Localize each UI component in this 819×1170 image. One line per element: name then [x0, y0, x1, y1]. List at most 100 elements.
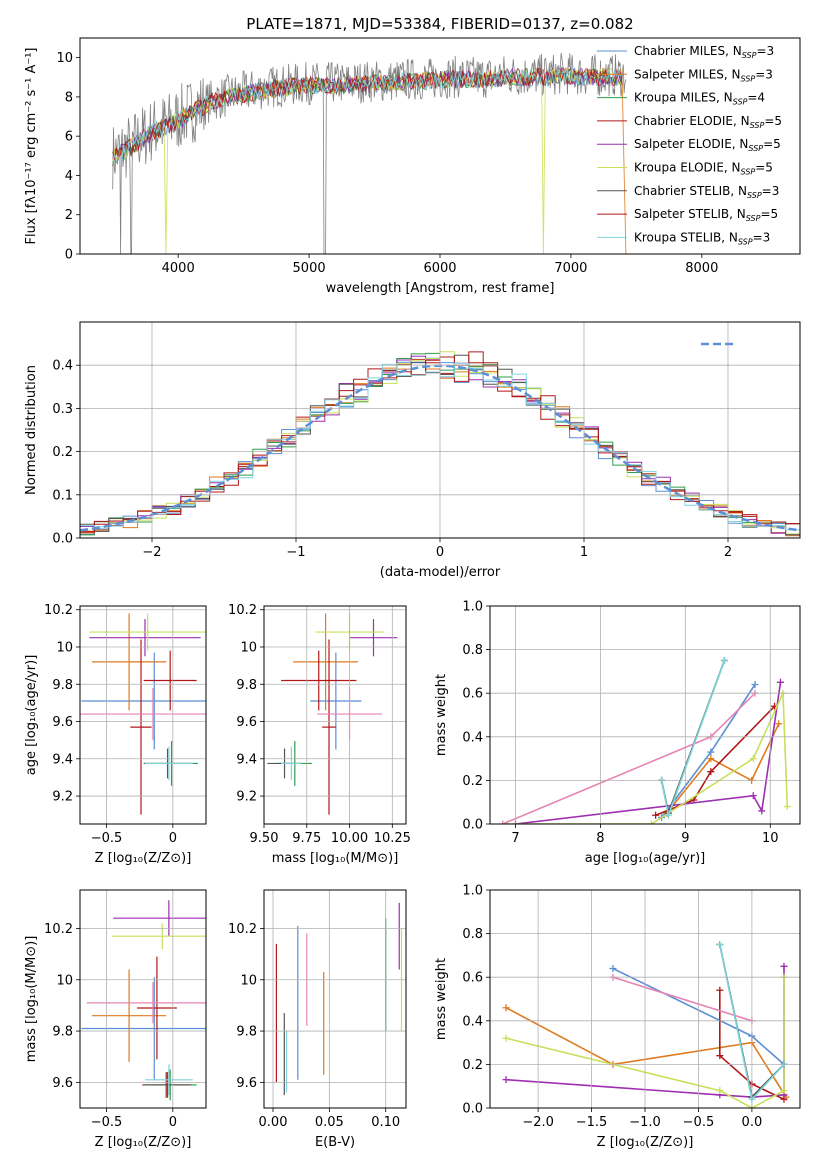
- legend-entry-text: Salpeter MILES, N: [634, 67, 741, 81]
- y-tick-label: 9.6: [236, 1076, 257, 1091]
- legend-entry-subscript: SSP: [750, 121, 765, 130]
- legend-entry-text: Chabrier STELIB, N: [634, 184, 747, 198]
- weight-point-marker: [716, 1052, 724, 1060]
- y-tick-label: 0.6: [462, 971, 483, 986]
- weight-series-line: [655, 705, 776, 817]
- y-tick-label: 10.2: [44, 922, 73, 937]
- weight-point-marker: [609, 964, 617, 972]
- y-axis-label: age [log₁₀(age/yr)]: [24, 655, 39, 776]
- x-tick-label: 10.25: [374, 831, 411, 846]
- age-vs-mass-frame: [263, 605, 407, 825]
- y-tick-label: 9.6: [236, 715, 257, 730]
- legend-entry-subscript: SSP: [741, 74, 756, 83]
- weight-point-marker: [502, 1004, 510, 1012]
- y-tick-label: 1.0: [462, 600, 483, 615]
- weight-point-marker: [707, 768, 715, 776]
- weight-point-marker: [716, 1087, 724, 1095]
- y-axis-label: mass weight: [434, 958, 449, 1040]
- weight-vs-age-panel: 7 8 9 10 0.0 0.2 0.4 0.6 0.8 1.0 age [log₁₀(age/yr…: [434, 600, 801, 866]
- y-axis-label: Normed distribution: [24, 365, 39, 495]
- age-vs-z-frame: [79, 605, 207, 825]
- weight-point-marker: [776, 678, 784, 686]
- legend-entry: Kroupa MILES, NSSP=4: [634, 91, 765, 107]
- legend-entry-text: Kroupa MILES, N: [634, 91, 733, 105]
- x-tick-label: −1: [286, 545, 305, 560]
- spectrum-panel: 4000 5000 6000 7000 8000 0 2 4 6 8 10 wavelength [A…: [24, 37, 801, 296]
- y-tick-label: 10.2: [228, 922, 257, 937]
- age-vs-mass-panel: 9.50 9.75 10.00 10.25 9.2 9.4 9.6 9.8 10 10.2 mass…: [228, 603, 411, 866]
- weight-point-marker: [720, 657, 728, 664]
- x-tick-label: 9.50: [250, 831, 279, 846]
- weight-series-line: [666, 723, 780, 814]
- y-tick-label: 9.4: [52, 752, 73, 767]
- y-tick-label: 9.2: [52, 790, 73, 805]
- x-tick-label: 2: [724, 545, 732, 560]
- x-tick-label: 1: [580, 545, 588, 560]
- spectrum-frame: [79, 37, 801, 255]
- weight-point-marker: [751, 680, 759, 688]
- y-tick-label: 10: [56, 640, 73, 655]
- weight-point-marker: [502, 1076, 510, 1084]
- weight-point-marker: [775, 720, 783, 728]
- x-axis-label: Z [log₁₀(Z/Z⊙)]: [597, 1135, 694, 1150]
- legend-entry: Chabrier ELODIE, NSSP=5: [634, 114, 782, 130]
- y-tick-label: 9.4: [236, 752, 257, 767]
- x-tick-label: 10.00: [331, 831, 368, 846]
- y-tick-label: 10: [240, 973, 257, 988]
- y-tick-label: 4: [65, 169, 73, 184]
- legend-entry-subscript: SSP: [748, 144, 763, 153]
- weight-vs-z-plot-area: [502, 941, 790, 1108]
- x-tick-label: −2: [142, 545, 161, 560]
- residuals-frame: [79, 321, 801, 539]
- y-tick-label: 0.4: [462, 730, 483, 745]
- x-tick-label: 6000: [423, 261, 456, 276]
- legend-entry-subscript: SSP: [746, 214, 761, 223]
- y-tick-label: 9.8: [52, 1025, 73, 1040]
- y-tick-label: 0.2: [52, 445, 73, 460]
- x-tick-label: 10: [762, 831, 779, 846]
- x-tick-label: 7: [511, 831, 519, 846]
- legend-entry-count: =5: [760, 207, 778, 221]
- y-tick-label: 0.0: [462, 1102, 483, 1117]
- weight-point-marker: [758, 807, 766, 815]
- x-axis-label: wavelength [Angstrom, rest frame]: [326, 281, 555, 296]
- legend-entry-count: =3: [753, 230, 771, 244]
- x-tick-label: 0.0: [742, 1115, 763, 1130]
- weight-vs-age-frame: [489, 605, 801, 825]
- weight-vs-age-plot-area: [499, 657, 791, 824]
- y-tick-label: 10.2: [228, 603, 257, 618]
- y-tick-label: 0.4: [462, 1014, 483, 1029]
- legend-entry-text: Kroupa STELIB, N: [634, 230, 738, 244]
- legend-entry: Kroupa STELIB, NSSP=3: [634, 230, 770, 246]
- weight-point-marker: [707, 748, 715, 756]
- mass-vs-ebv-plot-area: [275, 902, 403, 1096]
- legend-entry-text: Salpeter ELODIE, N: [634, 137, 748, 151]
- x-tick-label: 0: [169, 1115, 177, 1130]
- weight-point-marker: [783, 803, 791, 811]
- x-tick-label: −1.0: [629, 1115, 661, 1130]
- x-tick-label: 0.10: [371, 1115, 400, 1130]
- y-tick-label: 10.2: [44, 603, 73, 618]
- x-tick-label: −1.5: [576, 1115, 608, 1130]
- legend-entry: Salpeter MILES, NSSP=3: [634, 67, 773, 83]
- weight-vs-z-panel: −2.0 −1.5 −1.0 −0.5 0.0 0.0 0.2 0.4 0.6 0.8 1.0 Z […: [434, 884, 801, 1150]
- y-tick-label: 0.0: [52, 532, 73, 547]
- model-spectrum-line: [112, 67, 623, 254]
- weight-point-marker: [664, 811, 672, 819]
- y-axis-label: mass [log₁₀(M/M⊙)]: [24, 936, 39, 1063]
- x-tick-label: 9: [681, 831, 689, 846]
- x-tick-label: 0: [436, 545, 444, 560]
- x-tick-label: 8000: [685, 261, 718, 276]
- weight-series-line: [660, 660, 726, 819]
- weight-point-marker: [647, 820, 655, 824]
- y-tick-label: 0.1: [52, 488, 73, 503]
- weight-series-line: [515, 682, 782, 824]
- y-tick-label: 0.4: [52, 359, 73, 374]
- x-axis-label: Z [log₁₀(Z/Z⊙)]: [95, 1135, 192, 1150]
- figure-title: PLATE=1871, MJD=53384, FIBERID=0137, z=0…: [246, 15, 633, 33]
- x-tick-label: 4000: [162, 261, 195, 276]
- residuals-panel: −2 −1 0 1 2 0.0 0.1 0.2 0.3 0.4 (data-model)/error…: [24, 321, 801, 580]
- y-tick-label: 9.6: [52, 1076, 73, 1091]
- legend-entry: Salpeter ELODIE, NSSP=5: [634, 137, 781, 153]
- legend-entry-subscript: SSP: [741, 168, 756, 177]
